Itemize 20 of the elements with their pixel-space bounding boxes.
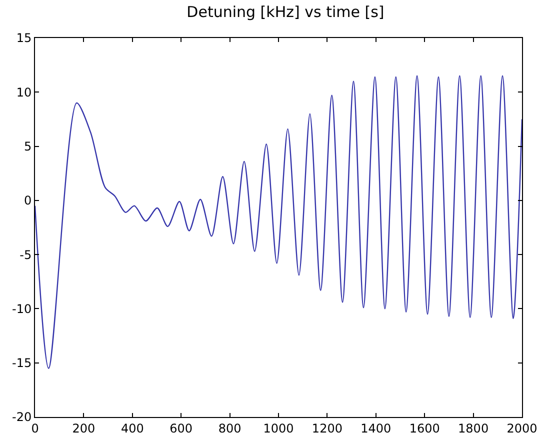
y-tick-label: -20 xyxy=(12,410,32,424)
line-series xyxy=(35,75,522,369)
x-tick-label: 1600 xyxy=(409,421,440,436)
y-tick-label: 10 xyxy=(16,85,32,100)
x-tick-label: 800 xyxy=(218,421,242,436)
x-tick-label: 1400 xyxy=(360,421,392,436)
y-tick-label: 15 xyxy=(16,31,32,46)
x-tick-label: 200 xyxy=(72,421,96,436)
y-tick-label: -15 xyxy=(12,356,32,370)
y-tick-label: 0 xyxy=(24,194,32,208)
y-tick-label: -10 xyxy=(12,302,32,316)
y-tick-label: -5 xyxy=(20,248,32,262)
x-tick-label: 1800 xyxy=(458,421,489,436)
y-tick-label: 5 xyxy=(24,139,32,154)
x-tick-label: 1200 xyxy=(312,421,342,436)
x-tick-label: 600 xyxy=(170,421,193,436)
x-tick-label: 2000 xyxy=(506,421,538,436)
chart-title: Detuning [kHz] vs time [s] xyxy=(186,3,384,22)
x-tick-label: 400 xyxy=(120,421,144,436)
x-tick-label: 1000 xyxy=(263,421,294,436)
